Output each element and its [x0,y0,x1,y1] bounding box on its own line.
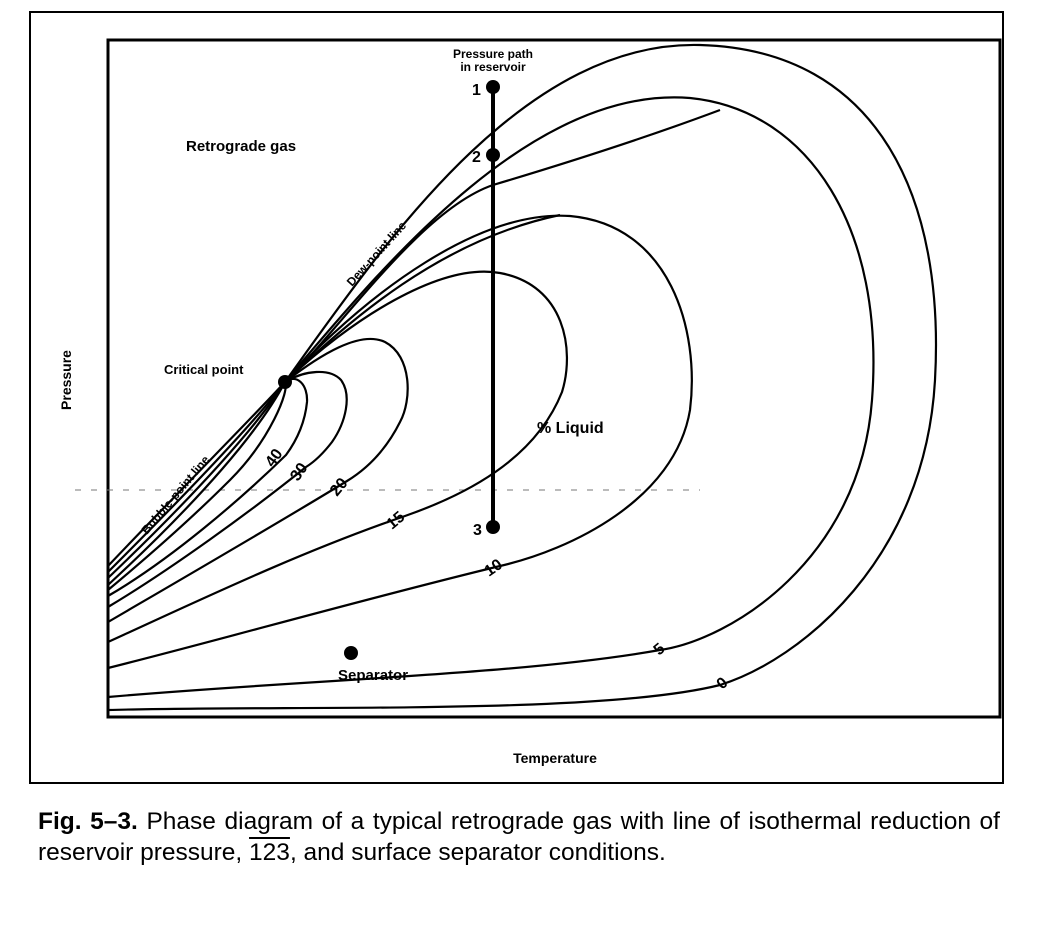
region-label: Retrograde gas [186,138,296,155]
bubble-point-label: Bubble-point line [139,453,213,537]
point-3-marker [486,520,500,534]
caption-text-end: , and surface separator conditions. [289,839,666,866]
bubble-line-2 [107,381,286,579]
contour-label-30: 30 [287,460,311,484]
bubble-line-3 [107,381,286,573]
point-2-marker [486,148,500,162]
separator-marker [344,646,358,660]
bubble-line-4 [107,381,286,567]
dew-line-inner-2 [284,213,561,383]
critical-point-marker [278,375,292,389]
point-2-label: 2 [472,149,481,166]
figure-number: Fig. 5–3. [38,808,138,835]
caption-text: Phase diagram of a typical retrograde ga… [38,808,1000,866]
x-axis-label: Temperature [513,750,597,766]
bubble-line-5 [107,381,287,591]
bubble-line-1 [107,381,286,586]
critical-point-label: Critical point [164,362,244,377]
figure-caption: Fig. 5–3. Phase diagram of a typical ret… [38,806,1000,868]
pressure-path-label: Pressure path [453,47,533,61]
contour-30 [107,370,348,608]
contour-label-15: 15 [384,509,409,534]
contour-label-40: 40 [262,446,286,470]
contour-label-0: 0 [714,674,732,693]
phase-diagram: Pressure path in reservoir 1 2 3 Retrogr… [29,11,1004,784]
outer-frame [29,11,1004,784]
dew-line-inner-1 [284,108,721,383]
contour-20 [107,337,409,623]
contour-0 [107,43,937,712]
contour-label-10: 10 [482,556,506,580]
contour-40 [107,377,309,597]
y-axis-label: Pressure [58,350,74,410]
point-3-label: 3 [473,522,482,539]
separator-label: Separator [338,667,408,684]
point-1-label: 1 [472,82,481,99]
contour-15 [107,270,568,644]
plot-box [106,38,1002,719]
contour-label-20: 20 [327,475,352,500]
pressure-path-label-2: in reservoir [460,60,526,74]
contour-5 [107,96,875,699]
liquid-label: % Liquid [537,420,604,437]
contour-10 [107,214,693,670]
point-1-marker [486,80,500,94]
caption-path-ref: 123 [249,839,290,866]
